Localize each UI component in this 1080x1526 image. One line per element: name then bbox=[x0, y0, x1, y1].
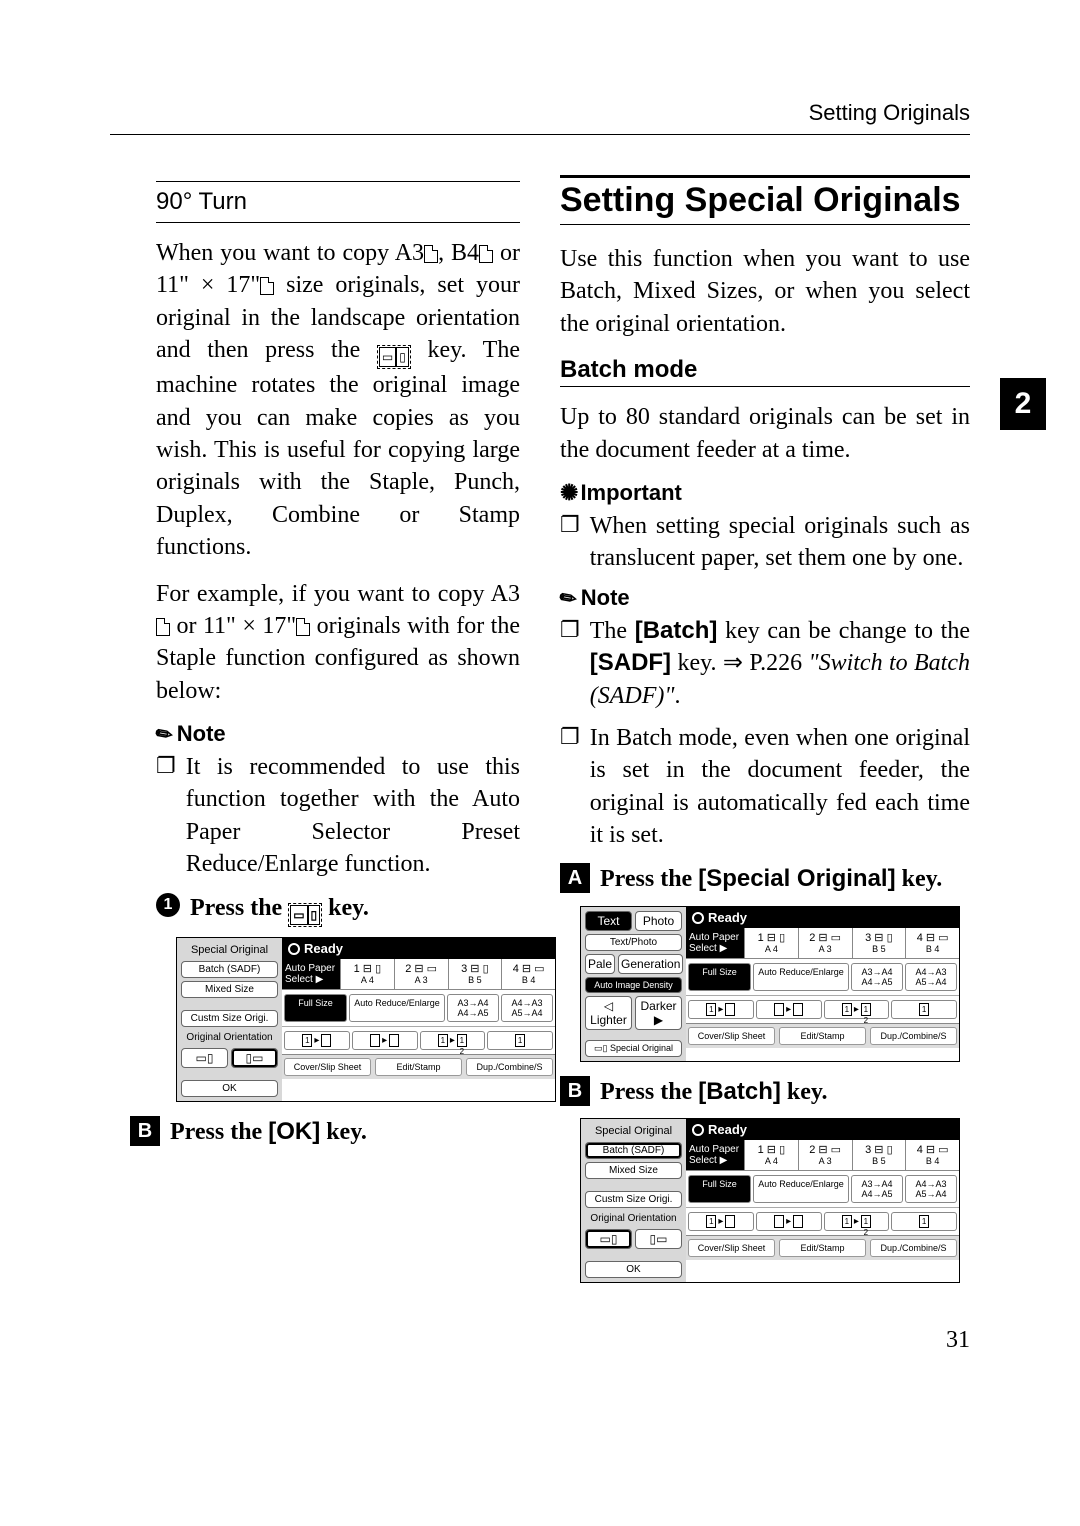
page-number: 31 bbox=[110, 1327, 970, 1354]
step-number-icon: 1 bbox=[156, 893, 180, 917]
mode-heading: Batch mode bbox=[560, 356, 970, 384]
panel-screenshot: TextPhoto Text/Photo PaleGeneration Auto… bbox=[580, 906, 960, 1062]
note-item: ❐ The [Batch] key can be change to the [… bbox=[560, 615, 970, 712]
bullet-icon: ❐ bbox=[560, 510, 580, 575]
portrait-icon bbox=[479, 245, 493, 263]
panel-screenshot: Special Original Batch (SADF) Mixed Size… bbox=[580, 1118, 960, 1283]
note-item: ❐ It is recommended to use this function… bbox=[156, 751, 520, 881]
section-title: Setting Special Originals bbox=[560, 181, 970, 220]
portrait-icon bbox=[260, 277, 274, 295]
pencil-icon: ✎ bbox=[150, 720, 178, 750]
step-B: B Press the [OK] key. bbox=[130, 1116, 520, 1148]
portrait-icon bbox=[424, 245, 438, 263]
important-label: ✺Important bbox=[560, 480, 970, 506]
turn-heading: 90° Turn bbox=[156, 188, 520, 216]
turn-para-2: For example, if you want to copy A3 or 1… bbox=[156, 578, 520, 708]
rotate-key-icon: ▭▯ bbox=[288, 903, 322, 927]
portrait-icon bbox=[296, 618, 310, 636]
gear-icon: ✺ bbox=[560, 480, 578, 506]
note-label: ✎Note bbox=[560, 585, 970, 611]
bullet-icon: ❐ bbox=[156, 751, 176, 881]
step-1: 1 Press the ▭▯ key. bbox=[156, 893, 520, 927]
bullet-icon: ❐ bbox=[560, 615, 580, 712]
step-B: B Press the [Batch] key. bbox=[560, 1076, 970, 1108]
mode-intro: Up to 80 standard originals can be set i… bbox=[560, 401, 970, 466]
pencil-icon: ✎ bbox=[554, 583, 582, 613]
chapter-tab: 2 bbox=[1000, 378, 1046, 430]
step-A: A Press the [Special Original] key. bbox=[560, 863, 970, 895]
important-item: ❐ When setting special originals such as… bbox=[560, 510, 970, 575]
note-item: ❐ In Batch mode, even when one original … bbox=[560, 722, 970, 852]
turn-para-1: When you want to copy A3, B4 or 11" × 17… bbox=[156, 237, 520, 564]
panel-screenshot: Special Original Batch (SADF) Mixed Size… bbox=[176, 937, 556, 1102]
step-number-icon: A bbox=[560, 863, 590, 893]
step-number-icon: B bbox=[560, 1076, 590, 1106]
step-number-icon: B bbox=[130, 1116, 160, 1146]
right-column: Setting Special Originals Use this funct… bbox=[560, 175, 970, 1297]
note-label: ✎Note bbox=[156, 721, 520, 747]
intro-text: Use this function when you want to use B… bbox=[560, 243, 970, 340]
bullet-icon: ❐ bbox=[560, 722, 580, 852]
portrait-icon bbox=[156, 618, 170, 636]
running-header: Setting Originals bbox=[110, 100, 970, 126]
rotate-key-icon: ▭▯ bbox=[377, 345, 411, 369]
left-column: 90° Turn When you want to copy A3, B4 or… bbox=[110, 175, 520, 1297]
header-rule bbox=[110, 134, 970, 135]
